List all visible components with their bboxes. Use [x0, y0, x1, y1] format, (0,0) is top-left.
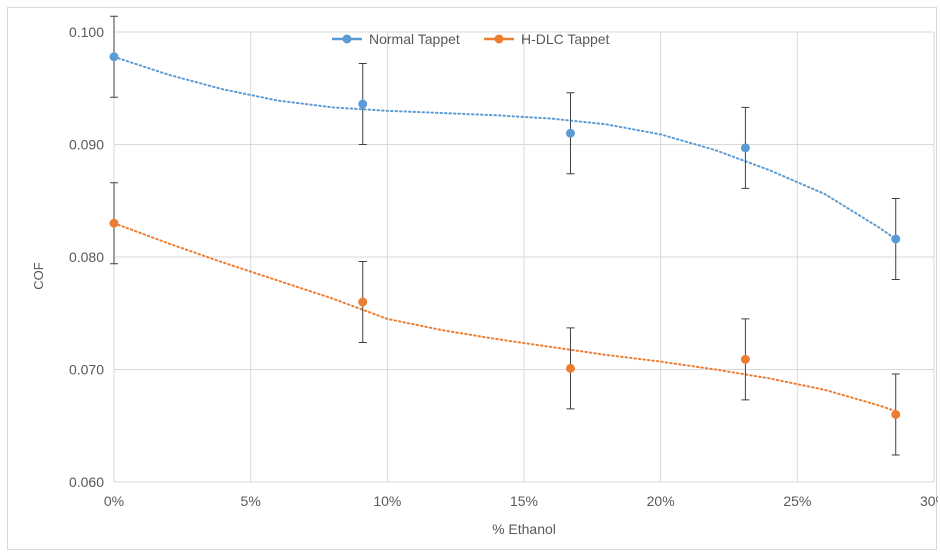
y-axis-title: COF [31, 262, 46, 290]
data-points [109, 52, 901, 419]
gridlines [113, 31, 935, 483]
y-tick-label: 0.070 [69, 362, 104, 378]
data-point-normal-tappet [358, 99, 368, 109]
trendlines [113, 55, 897, 413]
x-tick-label: 5% [241, 493, 261, 509]
error-bars [110, 15, 900, 456]
legend-marker-normal-tappet [342, 34, 352, 44]
legend-label-hdlc-tappet: H-DLC Tappet [521, 31, 610, 47]
x-tick-label: 20% [647, 493, 675, 509]
x-tick-label: 15% [510, 493, 538, 509]
y-tick-label: 0.060 [69, 474, 104, 490]
data-point-normal-tappet [891, 234, 901, 244]
data-point-hdlc-tappet [891, 410, 901, 419]
data-point-hdlc-tappet [740, 354, 750, 364]
y-tick-label: 0.090 [69, 137, 104, 153]
y-tick-label: 0.100 [69, 24, 104, 40]
trendline-hdlc-tappet [113, 222, 897, 413]
data-point-normal-tappet [109, 52, 119, 62]
data-point-normal-tappet [565, 128, 575, 138]
x-tick-label: 10% [373, 493, 401, 509]
x-tick-label: 30% [920, 493, 938, 509]
trendline-normal-tappet [113, 55, 897, 240]
legend-marker-hdlc-tappet [494, 34, 504, 44]
data-point-hdlc-tappet [565, 363, 575, 373]
x-tick-label: 0% [104, 493, 124, 509]
axes: 0.060 0.070 0.080 0.090 0.100 0% 5% 10% 15% 20% 25… [69, 24, 940, 509]
legend: Normal Tappet H-DLC Tappet [332, 31, 610, 47]
y-tick-label: 0.080 [69, 249, 104, 265]
chart-canvas: 0.060 0.070 0.080 0.090 0.100 0% 5% 10% 15% 20% 25… [31, 15, 940, 537]
x-axis-title: % Ethanol [492, 521, 556, 537]
data-point-hdlc-tappet [109, 218, 119, 228]
legend-label-normal-tappet: Normal Tappet [369, 31, 460, 47]
data-point-hdlc-tappet [358, 297, 368, 307]
chart-frame: 0.060 0.070 0.080 0.090 0.100 0% 5% 10% 15% 20% 25… [7, 7, 940, 550]
data-point-normal-tappet [740, 143, 750, 153]
x-tick-label: 25% [783, 493, 811, 509]
